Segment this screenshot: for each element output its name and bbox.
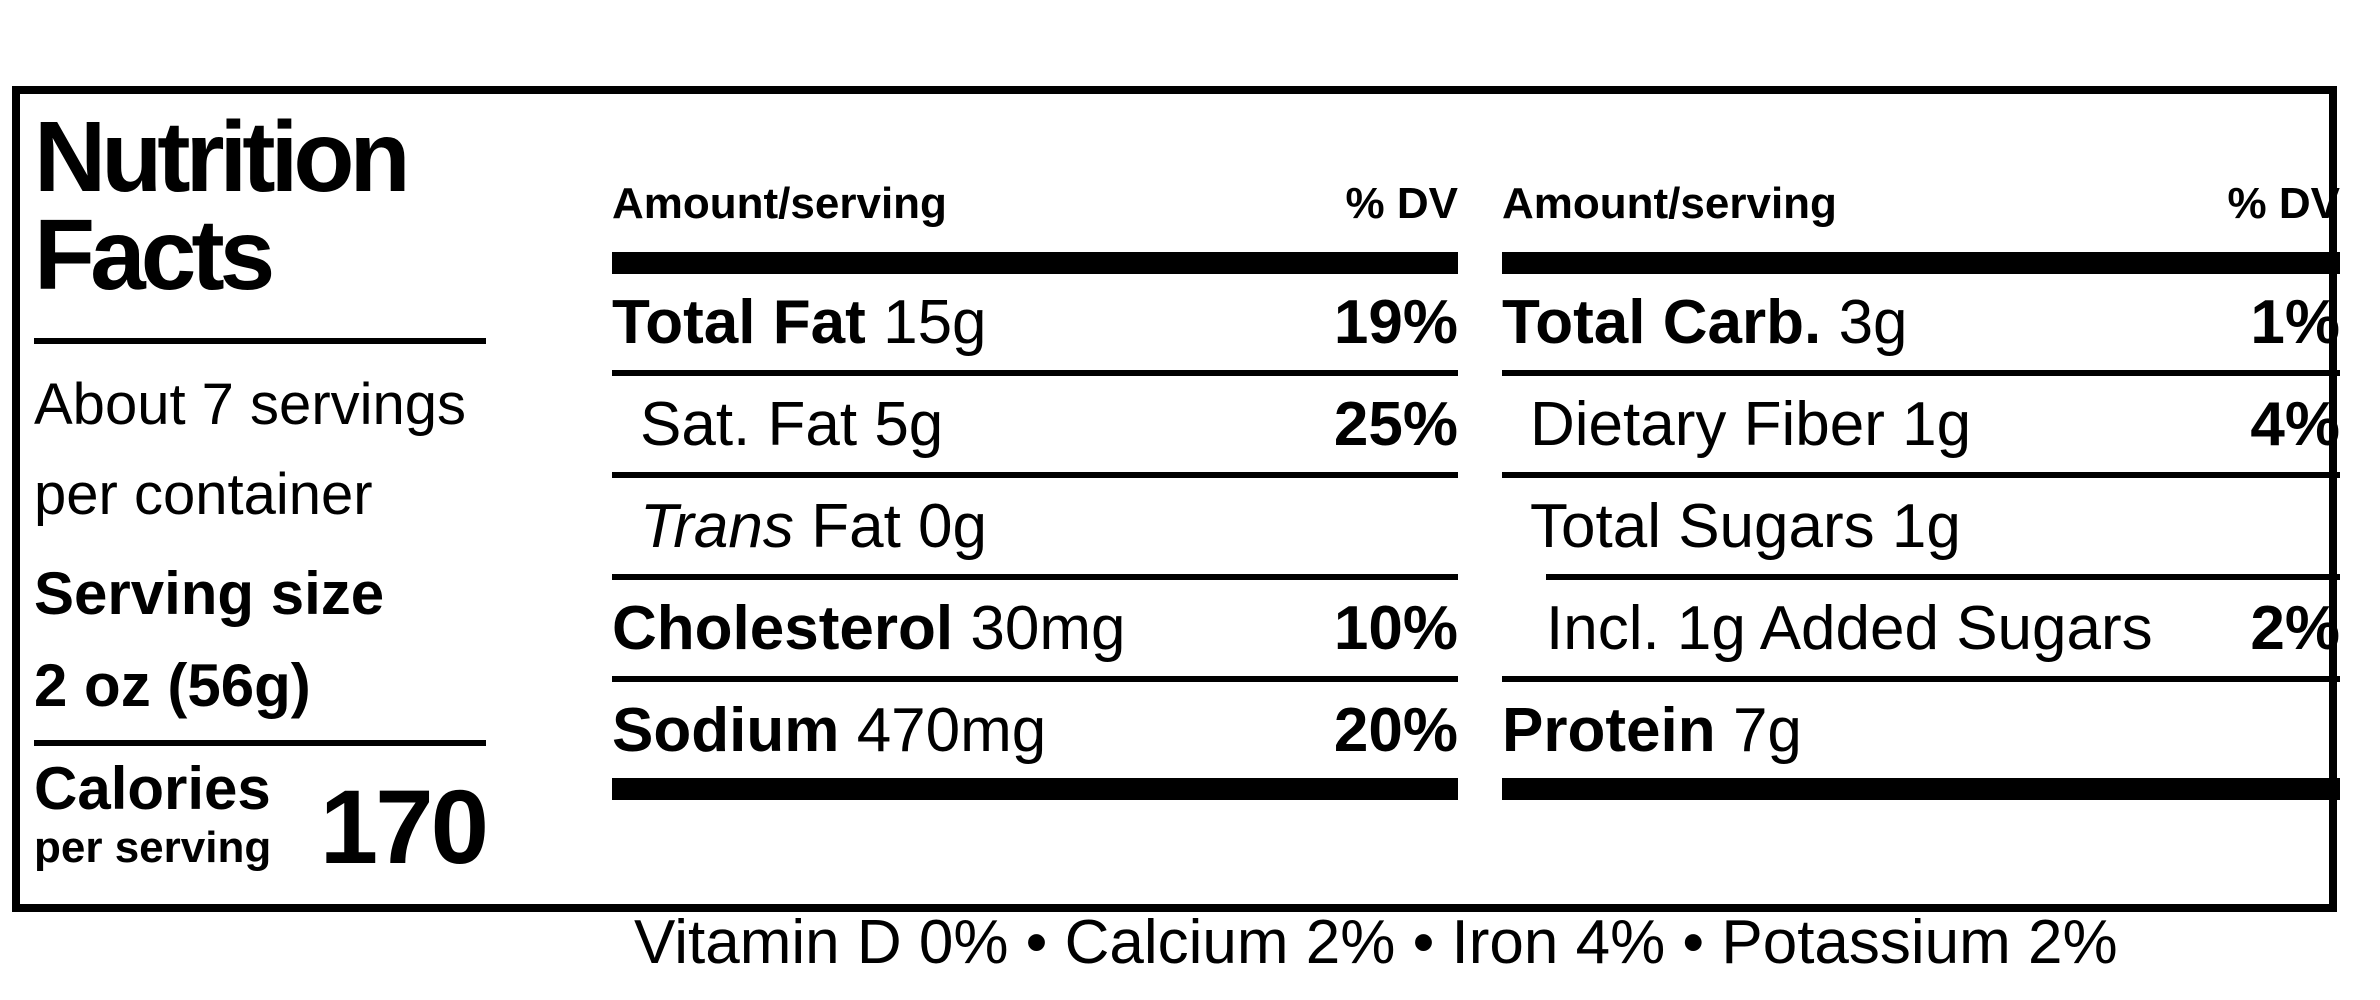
carb-rows: Total Carb. 3g 1% Dietary Fiber 1g 4% Tot… xyxy=(1502,274,2340,778)
column-bottom-bar xyxy=(1502,778,2340,800)
nutrient-name: Dietary Fiber 1g xyxy=(1530,389,1972,459)
row-total-sugars: Total Sugars 1g xyxy=(1502,472,2340,574)
panel-title-line2: Facts xyxy=(34,199,275,311)
percent-dv-header: % DV xyxy=(2227,179,2340,228)
row-dietary-fiber: Dietary Fiber 1g 4% xyxy=(1502,370,2340,472)
nutrient-name: Trans xyxy=(640,491,794,561)
header-bar xyxy=(1502,252,2340,274)
fat-rows: Total Fat 15g 19% Sat. Fat 5g 25% Trans Fa… xyxy=(612,274,1458,778)
servings-per-container: About 7 servings per container xyxy=(34,360,496,540)
row-trans-fat: Trans Fat 0g xyxy=(612,472,1458,574)
nutrient-amount: 470mg xyxy=(856,695,1047,765)
calories-value: 170 xyxy=(319,769,489,886)
fat-column: Amount/serving % DV Total Fat 15g 19% Sat… xyxy=(612,94,1458,800)
nutrient-dv: 19% xyxy=(1333,287,1458,357)
header-bar xyxy=(612,252,1458,274)
title-divider xyxy=(34,338,486,344)
carb-column: Amount/serving % DV Total Carb. 3g 1% Die… xyxy=(1502,94,2340,800)
row-protein: Protein 7g xyxy=(1502,676,2340,778)
nutrient-dv: 1% xyxy=(2250,287,2340,357)
calories-row: Calories per serving 170 xyxy=(34,756,489,886)
nutrient-dv: 10% xyxy=(1333,593,1458,663)
nutrition-facts-panel: Nutrition Facts About 7 servings per con… xyxy=(12,86,2340,976)
nutrient-dv: 20% xyxy=(1333,695,1458,765)
summary-column: Nutrition Facts About 7 servings per con… xyxy=(34,94,496,886)
row-cholesterol: Cholesterol 30mg 10% xyxy=(612,574,1458,676)
column-bottom-bar xyxy=(612,778,1458,800)
nutrient-name: Sodium xyxy=(612,695,840,765)
calories-label-stack: Calories per serving xyxy=(34,756,271,874)
nutrient-name: Total Sugars 1g xyxy=(1530,491,1961,561)
panel-title-line1: Nutrition xyxy=(34,101,411,213)
nutrient-amount: 15g xyxy=(883,287,987,357)
nutrient-amount: Fat 0g xyxy=(811,491,988,561)
panel-title: Nutrition Facts xyxy=(34,101,496,311)
row-sodium: Sodium 470mg 20% xyxy=(612,676,1458,778)
nutrient-name: Cholesterol xyxy=(612,593,954,663)
servings-line2: per container xyxy=(34,462,373,527)
fat-column-header: Amount/serving % DV xyxy=(612,178,1458,230)
serving-size-value: 2 oz (56g) xyxy=(34,652,311,719)
nutrient-amount: 7g xyxy=(1732,695,1802,765)
carb-column-header: Amount/serving % DV xyxy=(1502,178,2340,230)
row-sat-fat: Sat. Fat 5g 25% xyxy=(612,370,1458,472)
micronutrients-line: Vitamin D 0% • Calcium 2% • Iron 4% • Po… xyxy=(634,908,2118,977)
nutrient-amount: 3g xyxy=(1838,287,1908,357)
calories-per-serving-label: per serving xyxy=(34,823,272,872)
nutrient-name: Protein xyxy=(1502,695,1716,765)
amount-per-serving-header: Amount/serving xyxy=(1502,179,1837,228)
nutrient-amount: 30mg xyxy=(970,593,1126,663)
nutrient-name: Total Fat xyxy=(612,287,866,357)
nutrient-name: Sat. Fat 5g xyxy=(640,389,944,459)
percent-dv-header: % DV xyxy=(1345,179,1458,228)
calories-divider xyxy=(34,740,486,746)
serving-size-label: Serving size xyxy=(34,560,385,627)
servings-line1: About 7 servings xyxy=(34,372,467,437)
calories-label: Calories xyxy=(34,755,271,822)
nutrient-dv: 25% xyxy=(1333,389,1458,459)
nutrient-name: Total Carb. xyxy=(1502,287,1822,357)
nutrient-dv: 4% xyxy=(2250,389,2340,459)
serving-size: Serving size 2 oz (56g) xyxy=(34,548,496,732)
nutrient-name: Incl. 1g Added Sugars xyxy=(1546,593,2153,663)
nutrient-dv: 2% xyxy=(2250,593,2340,663)
row-total-carb: Total Carb. 3g 1% xyxy=(1502,274,2340,370)
row-total-fat: Total Fat 15g 19% xyxy=(612,274,1458,370)
row-added-sugars: Incl. 1g Added Sugars 2% xyxy=(1546,574,2340,676)
amount-per-serving-header: Amount/serving xyxy=(612,179,947,228)
